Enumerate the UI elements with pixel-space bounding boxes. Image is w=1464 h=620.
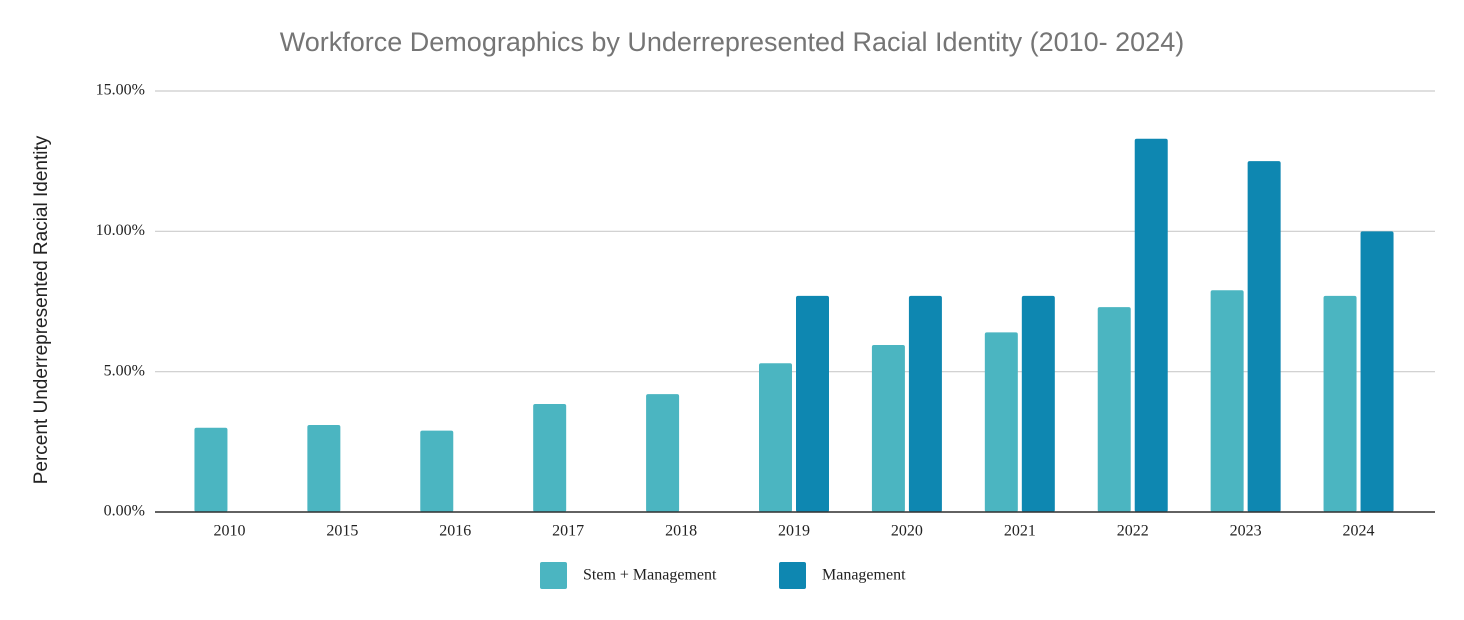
- y-tick-label: 0.00%: [104, 503, 145, 520]
- bar: [908, 295, 942, 512]
- bar: [796, 295, 829, 512]
- x-tick-label: 2018: [665, 523, 697, 540]
- bar: [1097, 307, 1131, 512]
- y-tick-label: 15.00%: [96, 82, 145, 99]
- legend-swatch: [779, 562, 806, 589]
- bar: [1247, 161, 1281, 512]
- bar: [1210, 290, 1244, 512]
- bar: [1360, 231, 1394, 513]
- bar: [1323, 295, 1357, 512]
- x-tick-label: 2020: [891, 523, 923, 540]
- bar: [533, 403, 567, 512]
- bar: [420, 430, 454, 512]
- bar: [307, 424, 341, 512]
- x-tick-label: 2015: [326, 523, 358, 540]
- legend-swatch: [540, 562, 567, 589]
- bar: [1134, 138, 1168, 513]
- x-tick-label: 2024: [1343, 523, 1375, 540]
- y-axis-label: Percent Underrepresented Racial Identity: [31, 135, 52, 484]
- bar: [871, 345, 905, 512]
- y-tick-label: 10.00%: [96, 222, 145, 239]
- bar: [194, 427, 228, 512]
- x-tick-label: 2019: [778, 523, 810, 540]
- bar: [1021, 295, 1055, 512]
- x-tick-label: 2017: [552, 523, 584, 540]
- x-tick-label: 2022: [1117, 523, 1149, 540]
- x-tick-label: 2021: [1004, 523, 1036, 540]
- legend-label: Management: [822, 567, 906, 584]
- x-tick-label: 2010: [213, 523, 245, 540]
- bar: [759, 363, 792, 512]
- legend-label: Stem + Management: [583, 567, 717, 584]
- y-tick-label: 5.00%: [104, 362, 145, 379]
- bar: [984, 332, 1018, 512]
- chart-title: Workforce Demographics by Underrepresent…: [280, 27, 1184, 57]
- x-tick-label: 2016: [439, 523, 471, 540]
- bar: [646, 394, 680, 512]
- x-tick-label: 2023: [1230, 523, 1262, 540]
